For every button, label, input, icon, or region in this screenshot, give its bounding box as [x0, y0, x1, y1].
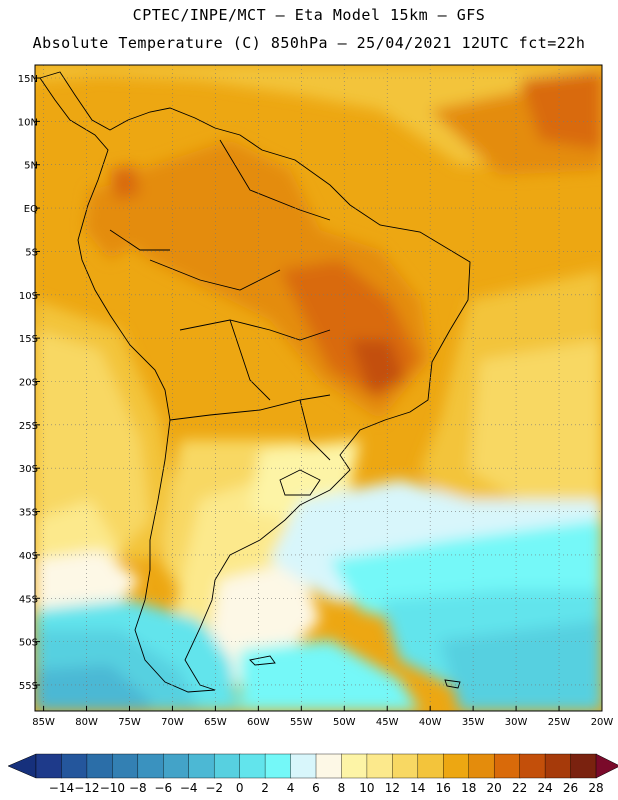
colorbar-swatch — [493, 753, 521, 779]
lat-label: 40S — [19, 551, 38, 562]
colorbar-label: 14 — [410, 781, 425, 795]
chart-title: CPTEC/INPE/MCT – Eta Model 15km – GFS — [132, 6, 486, 24]
colorbar-label: 12 — [385, 781, 400, 795]
lat-label: 55S — [19, 681, 38, 692]
colorbar-swatch — [315, 753, 343, 779]
lat-label: 10N — [18, 117, 38, 128]
colorbar-swatch — [35, 753, 63, 779]
longitude-labels: 85W 80W 75W 70W 65W 60W 55W 50W 45W 40W 35W 30W 25W 2… — [32, 717, 613, 728]
colorbar-swatch — [544, 753, 572, 779]
colorbar-swatch — [392, 753, 419, 779]
lat-label: EQ — [24, 204, 38, 215]
lon-label: 30W — [505, 717, 528, 728]
colorbar-swatch — [239, 753, 266, 779]
lon-label: 85W — [32, 717, 55, 728]
temperature-field — [35, 65, 602, 711]
lat-label: 20S — [19, 377, 38, 388]
colorbar-label: 8 — [338, 781, 346, 795]
colorbar-swatch — [341, 753, 368, 779]
colorbar-swatch — [290, 753, 317, 779]
lon-label: 80W — [75, 717, 98, 728]
colorbar-swatch — [366, 753, 394, 779]
colorbar-swatch — [163, 753, 190, 779]
colorbar-swatch — [443, 753, 470, 779]
lat-label: 50S — [19, 638, 38, 649]
colorbar-label: 22 — [512, 781, 527, 795]
lat-label: 10S — [19, 291, 38, 302]
colorbar-swatch — [417, 753, 444, 779]
lon-label: 60W — [247, 717, 270, 728]
colorbar-swatch — [519, 753, 546, 779]
chart-subtitle: Absolute Temperature (C) 850hPa – 25/04/… — [32, 34, 586, 52]
colorbar-swatch — [86, 753, 114, 779]
lat-label: 5S — [25, 247, 38, 258]
colorbar-label: 16 — [436, 781, 451, 795]
colorbar-label: 2 — [261, 781, 269, 795]
colorbar-label: 10 — [359, 781, 374, 795]
lat-label: 15S — [19, 334, 38, 345]
colorbar-swatch — [264, 753, 292, 779]
colorbar-label: 6 — [312, 781, 320, 795]
colorbar-label: −14 — [49, 781, 74, 795]
lon-label: 50W — [333, 717, 356, 728]
colorbar-left-arrow — [7, 753, 37, 779]
colorbar-label: 20 — [487, 781, 502, 795]
colorbar-swatch — [213, 753, 241, 779]
lat-label: 30S — [19, 464, 38, 475]
coastlines — [39, 71, 471, 693]
colorbar-label: 24 — [537, 781, 552, 795]
colorbar-label: 26 — [563, 781, 578, 795]
lon-label: 40W — [419, 717, 442, 728]
lat-label: 5N — [24, 161, 38, 172]
colorbar-label: −2 — [205, 781, 223, 795]
colorbar-label: 4 — [287, 781, 295, 795]
colorbar-swatch — [112, 753, 139, 779]
colorbar-label: 0 — [236, 781, 244, 795]
lon-label: 75W — [118, 717, 141, 728]
map-border — [34, 64, 603, 712]
lon-label: 35W — [462, 717, 485, 728]
colorbar-label: 18 — [461, 781, 476, 795]
colorbar-label: −4 — [180, 781, 198, 795]
lon-label: 25W — [548, 717, 571, 728]
lat-label: 45S — [19, 594, 38, 605]
colorbar-swatch — [468, 753, 495, 779]
latitude-labels: 15N 10N 5N EQ 5S 10S 15S 20S 25S 30S 35S 40S 45S 50S 5… — [18, 74, 38, 692]
colorbar-label: −12 — [74, 781, 99, 795]
graticule — [35, 65, 603, 711]
colorbar-label: −10 — [100, 781, 125, 795]
colorbar-swatch — [137, 753, 164, 779]
colorbar-label: −8 — [129, 781, 147, 795]
lon-label: 20W — [591, 717, 614, 728]
lat-label: 35S — [19, 508, 38, 519]
colorbar-swatch — [61, 753, 88, 779]
colorbar-label: −6 — [154, 781, 172, 795]
lon-label: 55W — [290, 717, 313, 728]
colorbar-right-arrow — [595, 753, 618, 779]
colorbar-swatch — [188, 753, 215, 779]
colorbar-label: 28 — [588, 781, 603, 795]
colorbar: −14 −12 −10 −8 −6 −4 −2 0 2 4 6 8 10 12 14 16 18 20 22 24 26… — [7, 753, 618, 795]
lon-label: 70W — [161, 717, 184, 728]
lon-label: 45W — [376, 717, 399, 728]
colorbar-swatch — [570, 753, 597, 779]
lat-label: 15N — [18, 74, 38, 85]
lon-label: 65W — [204, 717, 227, 728]
lat-label: 25S — [19, 421, 38, 432]
